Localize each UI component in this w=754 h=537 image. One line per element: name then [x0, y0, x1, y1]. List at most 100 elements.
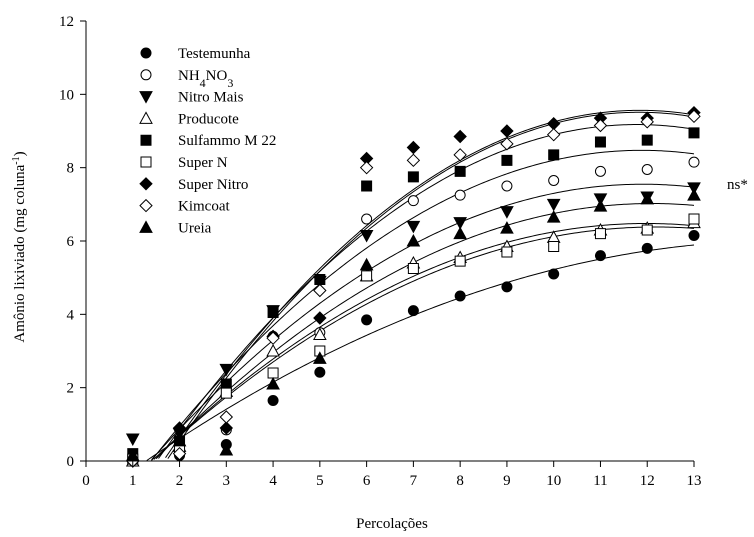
data-point-4-2: [220, 378, 232, 390]
data-point-7-9: [546, 127, 561, 142]
data-point-5-11: [641, 224, 653, 236]
data-point-4-7: [454, 165, 466, 177]
data-point-1-5: [361, 213, 373, 225]
data-point-7-1: [172, 446, 187, 461]
data-point-1-6: [407, 195, 419, 207]
significance-note: ns*: [727, 177, 748, 193]
data-point-0-7: [454, 290, 466, 302]
x-tick-label: 6: [363, 473, 371, 489]
legend-symbol-3: [139, 111, 153, 124]
data-point-7-11: [640, 115, 654, 129]
y-tick-label: 12: [59, 14, 74, 30]
legend-label-6: Super Nitro: [178, 177, 248, 193]
legend-label-2: Nitro Mais: [178, 90, 244, 106]
x-tick-label: 0: [82, 473, 90, 489]
legend-symbol-5: [140, 156, 152, 168]
x-tick-label: 4: [269, 473, 277, 489]
data-point-0-10: [594, 250, 606, 262]
fit-curve-5: [153, 226, 695, 460]
y-axis-title-main: Amônio lixiviado (mg coluna: [12, 164, 28, 342]
data-point-0-4: [314, 366, 326, 378]
data-point-8-12: [687, 188, 701, 201]
data-point-8-3: [266, 376, 280, 390]
data-point-4-6: [407, 171, 419, 183]
data-point-1-9: [548, 175, 560, 186]
data-point-0-11: [641, 242, 653, 254]
x-tick-label: 10: [546, 473, 561, 489]
data-point-6-9: [546, 116, 561, 131]
data-point-7-8: [500, 137, 514, 151]
legend-label-7: Kimcoat: [178, 199, 230, 215]
legend-label-4: Sulfammo M 22: [178, 133, 276, 149]
y-axis-title-sup: -1: [11, 156, 22, 164]
y-axis-title: Amônio lixiviado (mg coluna-1): [11, 151, 29, 342]
data-point-8-10: [593, 199, 608, 212]
legend-label-8: Ureia: [178, 220, 212, 236]
legend-symbol-6: [139, 177, 153, 191]
fit-curve-3: [153, 222, 695, 460]
regression-curves: [146, 109, 695, 461]
data-point-8-6: [406, 233, 421, 247]
data-point-8-7: [453, 226, 467, 240]
data-point-0-12: [688, 230, 700, 241]
data-point-7-2: [219, 410, 234, 424]
data-point-8-4: [313, 351, 327, 364]
data-point-5-10: [594, 228, 606, 240]
y-tick-label: 6: [67, 234, 75, 250]
data-point-8-11: [640, 191, 655, 205]
data-point-0-8: [501, 281, 513, 293]
data-point-8-8: [500, 221, 514, 234]
data-point-0-3: [267, 395, 279, 406]
x-tick-label: 12: [640, 473, 655, 489]
data-point-1-12: [688, 156, 700, 168]
data-point-7-12: [687, 109, 701, 124]
x-tick-label: 13: [687, 473, 702, 489]
data-point-8-9: [546, 210, 561, 223]
x-tick-label: 2: [176, 473, 184, 489]
data-point-8-2: [219, 442, 234, 456]
data-point-4-4: [314, 274, 326, 285]
data-point-5-4: [314, 345, 326, 357]
data-point-1-10: [594, 165, 606, 177]
data-point-4-8: [501, 154, 513, 166]
data-point-6-4: [313, 311, 327, 325]
x-tick-label: 1: [129, 473, 137, 489]
fit-curve-8: [155, 203, 695, 460]
y-tick-label: 10: [59, 87, 74, 103]
data-point-5-2: [220, 387, 232, 399]
legend-label-5: Super N: [178, 155, 228, 171]
data-point-6-8: [500, 124, 514, 138]
legend-symbol-1: [140, 69, 152, 81]
data-point-4-11: [641, 134, 653, 146]
legend-symbol-8: [139, 220, 153, 233]
data-point-3-3: [266, 343, 280, 357]
fit-curve-1: [151, 149, 695, 461]
data-point-7-5: [359, 160, 374, 175]
data-point-0-9: [548, 268, 560, 280]
data-point-2-8: [500, 206, 514, 219]
data-point-7-4: [313, 283, 327, 298]
data-point-4-3: [267, 307, 279, 318]
y-tick-label: 8: [67, 161, 75, 177]
data-point-2-0: [125, 433, 140, 447]
fit-curve-6: [167, 111, 695, 459]
legend-label-1: NH4NO3: [178, 68, 233, 90]
data-point-5-12: [688, 213, 700, 225]
data-point-7-3: [266, 331, 280, 345]
data-point-7-6: [406, 153, 421, 168]
x-tick-label: 7: [410, 473, 418, 489]
data-point-7-10: [593, 118, 608, 133]
data-point-2-6: [406, 220, 421, 234]
data-point-4-9: [548, 149, 560, 161]
data-point-4-5: [361, 180, 373, 192]
legend-label-3: Producote: [178, 111, 239, 127]
data-point-6-7: [453, 129, 467, 144]
data-point-1-11: [641, 164, 653, 175]
legend-symbol-2: [139, 91, 153, 104]
data-markers: [125, 105, 701, 468]
x-tick-label: 3: [223, 473, 231, 489]
data-point-5-8: [501, 246, 513, 258]
data-point-2-7: [453, 217, 467, 230]
